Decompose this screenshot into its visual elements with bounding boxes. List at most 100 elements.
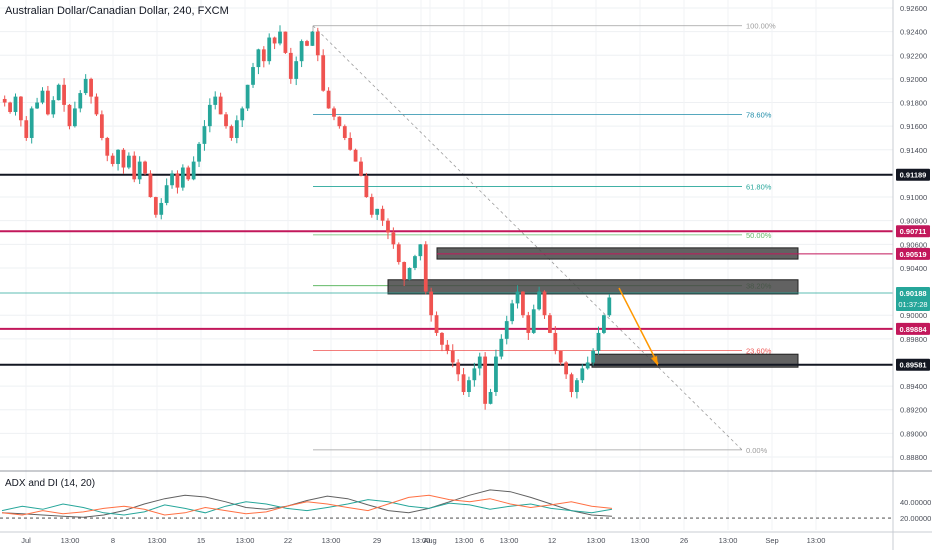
candle-body <box>353 149 358 162</box>
y-tick-label: 0.90600 <box>900 240 927 249</box>
candle-body <box>450 350 455 363</box>
candle-body <box>596 332 601 351</box>
price-label-box <box>896 322 930 335</box>
candle-body <box>332 108 336 117</box>
candle-body <box>116 149 120 164</box>
candle-body <box>40 90 45 103</box>
overlay-drawings[interactable] <box>618 287 659 366</box>
fib-level-label: 23.60% <box>746 347 772 356</box>
candle-body <box>477 356 482 369</box>
x-tick-label: 13:00 <box>322 536 341 545</box>
candle-body <box>294 61 299 79</box>
price-label-text: 0.91189 <box>900 171 927 180</box>
candle-body <box>299 41 304 62</box>
candle-body <box>72 108 77 127</box>
candle-body <box>99 114 104 138</box>
candle-body <box>391 232 396 245</box>
price-label-text: 0.89884 <box>899 325 927 334</box>
current-price-text: 0.90188 <box>899 289 926 298</box>
x-tick-label: 13:00 <box>631 536 650 545</box>
candle-body <box>445 344 450 351</box>
adx-series-adx <box>1 489 613 518</box>
fibonacci-retracement[interactable]: 100.00%78.60%61.80%50.00%38.20%23.60%0.0… <box>312 22 776 455</box>
adx-panel <box>0 489 893 519</box>
candle-body <box>186 167 191 180</box>
x-tick-label: Aug <box>423 536 436 545</box>
candle-body <box>321 55 326 91</box>
horizontal-lines[interactable] <box>0 173 893 366</box>
candle-body <box>207 104 212 127</box>
price-label-text: 0.90519 <box>899 250 926 259</box>
candle-body <box>83 78 88 94</box>
current-price-box <box>896 286 930 311</box>
x-tick-label: 6 <box>480 536 484 545</box>
fib-level-label: 61.80% <box>746 182 772 191</box>
x-tick-label: 13:00 <box>807 536 826 545</box>
candle-body <box>234 120 239 138</box>
candle-body <box>218 96 223 115</box>
x-tick-label: 13:00 <box>61 536 80 545</box>
adx-tick-label: 20.00000 <box>900 514 931 523</box>
supply-demand-zone <box>387 279 799 295</box>
candle-body <box>67 104 72 127</box>
candle-body <box>515 291 520 304</box>
x-tick-label: 22 <box>284 536 292 545</box>
candle-body <box>602 315 606 333</box>
candle-body <box>197 143 201 162</box>
candle-body <box>407 267 412 280</box>
y-tick-label: 0.91000 <box>900 193 927 202</box>
y-tick-label: 0.88800 <box>900 453 927 462</box>
candle-body <box>375 208 380 215</box>
price-label-text: 0.89581 <box>899 361 926 370</box>
candle-body <box>369 197 374 215</box>
price-label-text: 0.90711 <box>900 227 927 236</box>
candle-body <box>337 116 342 127</box>
candle-body <box>164 185 169 203</box>
candle-body <box>521 291 525 316</box>
candle-body <box>461 374 466 393</box>
candle-body <box>105 137 110 156</box>
candle-body <box>8 102 12 112</box>
candle-body <box>288 52 293 79</box>
candle-body <box>137 161 142 180</box>
candle-body <box>526 315 531 333</box>
candle-body <box>510 303 515 322</box>
candle-body <box>45 90 50 115</box>
y-tick-label: 0.92000 <box>900 75 927 84</box>
candle-body <box>153 197 158 215</box>
y-tick-label: 0.92200 <box>900 51 927 60</box>
candle-body <box>364 175 369 198</box>
candle-body <box>245 84 250 109</box>
x-tick-label: Jul <box>21 536 31 545</box>
candle-body <box>256 49 261 68</box>
candle-body <box>456 362 461 375</box>
candle-body <box>148 173 153 198</box>
adx-series-plus_di <box>1 499 613 516</box>
candle-body <box>413 256 417 268</box>
candle-body <box>170 173 174 186</box>
candle-body <box>423 244 428 292</box>
x-tick-label: 13:00 <box>455 536 474 545</box>
candle-body <box>504 321 509 339</box>
y-tick-label: 0.89400 <box>900 382 927 391</box>
x-tick-label: 13:00 <box>500 536 519 545</box>
candle-body <box>110 155 115 164</box>
candle-body <box>191 161 196 180</box>
candle-body <box>35 102 39 109</box>
candle-body <box>24 120 29 138</box>
y-tick-label: 0.89200 <box>900 406 927 415</box>
candle-body <box>305 41 309 46</box>
candle-body <box>94 96 99 115</box>
candle-body <box>272 37 277 44</box>
fib-trend-line <box>312 25 743 451</box>
candle-body <box>580 368 585 381</box>
candle-body <box>564 362 569 375</box>
y-tick-label: 0.90800 <box>900 217 927 226</box>
candle-body <box>575 380 579 393</box>
fib-level-label: 78.60% <box>746 110 772 119</box>
y-tick-label: 0.91800 <box>900 99 927 108</box>
countdown-text: 01:37:28 <box>898 300 927 309</box>
candle-body <box>213 96 218 105</box>
x-tick-label: 13:00 <box>148 536 167 545</box>
